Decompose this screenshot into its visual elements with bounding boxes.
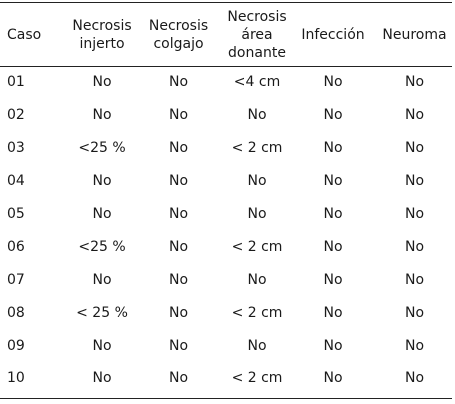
cell-necrosis-injerto: <25 %: [78, 238, 126, 255]
table-row: 08 < 25 % No < 2 cm No No: [0, 296, 455, 329]
cell-caso: 01: [7, 74, 25, 91]
cell-necrosis-injerto: <25 %: [78, 140, 126, 157]
header-infeccion: Infección: [296, 3, 370, 66]
cell-necrosis-injerto: No: [92, 337, 112, 354]
table-row: 07 No No No No No: [0, 263, 455, 296]
cell-caso: 07: [7, 271, 25, 288]
cell-caso: 10: [7, 370, 25, 387]
cell-neuroma: No: [404, 74, 425, 91]
cell-necrosis-injerto: No: [92, 370, 112, 387]
cell-neuroma: No: [404, 271, 425, 288]
header-necrosis-colgajo: Necrosis colgajo: [139, 3, 218, 66]
cell-necrosis-colgajo: No: [168, 271, 189, 288]
cell-infeccion: No: [323, 107, 343, 124]
header-caso-line: Caso: [7, 26, 42, 43]
cell-neuroma: No: [404, 370, 425, 387]
cell-necrosis-colgajo: No: [168, 107, 189, 124]
cell-necrosis-area-donante: < 2 cm: [231, 304, 283, 321]
header-necrosis-injerto: Necrosis injerto: [65, 3, 139, 66]
table-row: 05 No No No No No: [0, 198, 455, 231]
cell-necrosis-colgajo: No: [168, 173, 189, 190]
header-line: colgajo: [153, 35, 204, 52]
cell-necrosis-colgajo: No: [168, 74, 189, 91]
cell-necrosis-area-donante: No: [247, 107, 267, 124]
cell-infeccion: No: [323, 74, 343, 91]
cell-neuroma: No: [404, 337, 425, 354]
table-row: 03 <25 % No < 2 cm No No: [0, 132, 455, 165]
cell-neuroma: No: [404, 173, 425, 190]
cell-necrosis-colgajo: No: [168, 140, 189, 157]
cell-infeccion: No: [323, 238, 343, 255]
table-row: 04 No No No No No: [0, 165, 455, 198]
header-line: donante: [228, 44, 286, 61]
cell-necrosis-injerto: No: [92, 173, 112, 190]
cell-necrosis-colgajo: No: [168, 337, 189, 354]
cell-infeccion: No: [323, 173, 343, 190]
cell-neuroma: No: [404, 238, 425, 255]
table-row: 09 No No No No No: [0, 329, 455, 362]
cell-necrosis-injerto: No: [92, 206, 112, 222]
header-line: área: [241, 26, 273, 43]
cell-necrosis-injerto: No: [92, 107, 112, 124]
cell-infeccion: No: [323, 370, 343, 387]
header-neuroma: Neuroma: [370, 3, 455, 66]
cell-necrosis-area-donante: No: [247, 173, 267, 190]
cell-necrosis-area-donante: No: [247, 206, 267, 222]
complications-table: Caso Necrosis injerto Necrosis colgajo N…: [0, 3, 455, 395]
cell-infeccion: No: [323, 271, 343, 288]
header-line: Necrosis: [227, 8, 287, 25]
cell-necrosis-colgajo: No: [168, 370, 189, 387]
table-row: 01 No No <4 cm No No: [0, 66, 455, 99]
cell-caso: 09: [7, 337, 25, 354]
cell-necrosis-area-donante: <4 cm: [233, 74, 281, 91]
cell-necrosis-injerto: No: [92, 74, 112, 91]
cell-necrosis-area-donante: No: [247, 271, 267, 288]
table-header-row: Caso Necrosis injerto Necrosis colgajo N…: [0, 3, 455, 66]
header-line: Infección: [301, 26, 365, 43]
header-line: injerto: [79, 35, 125, 52]
cell-neuroma: No: [404, 140, 425, 157]
cell-caso: 03: [7, 140, 25, 157]
cell-infeccion: No: [323, 337, 343, 354]
cell-neuroma: No: [404, 304, 425, 321]
cell-caso: 04: [7, 173, 25, 190]
cell-caso: 06: [7, 238, 25, 255]
cell-neuroma: No: [404, 107, 425, 124]
cell-infeccion: No: [323, 304, 343, 321]
table-top-rule: [0, 2, 452, 3]
cell-necrosis-injerto: < 25 %: [76, 304, 128, 321]
header-line: Neuroma: [382, 26, 447, 43]
cell-necrosis-injerto: No: [92, 271, 112, 288]
cell-necrosis-area-donante: < 2 cm: [231, 370, 283, 387]
cell-necrosis-colgajo: No: [168, 206, 189, 222]
cell-caso: 02: [7, 107, 25, 124]
cell-neuroma: No: [404, 206, 425, 222]
table-row: 10 No No < 2 cm No No: [0, 362, 455, 395]
cell-caso: 08: [7, 304, 25, 321]
cell-necrosis-colgajo: No: [168, 238, 189, 255]
header-necrosis-area-donante: Necrosis área donante: [218, 3, 296, 66]
cell-necrosis-area-donante: No: [247, 337, 267, 354]
cell-necrosis-area-donante: < 2 cm: [231, 140, 283, 157]
table-header-rule: [0, 66, 452, 67]
cell-infeccion: No: [323, 140, 343, 157]
cell-necrosis-colgajo: No: [168, 304, 189, 321]
header-line: Necrosis: [72, 17, 132, 34]
table-row: 06 <25 % No < 2 cm No No: [0, 230, 455, 263]
header-caso: Caso: [0, 3, 65, 66]
table-bottom-rule: [0, 398, 452, 399]
cell-necrosis-area-donante: < 2 cm: [231, 238, 283, 255]
table-row: 02 No No No No No: [0, 99, 455, 132]
cell-caso: 05: [7, 206, 25, 222]
header-line: Necrosis: [148, 17, 209, 34]
cell-infeccion: No: [323, 206, 343, 222]
